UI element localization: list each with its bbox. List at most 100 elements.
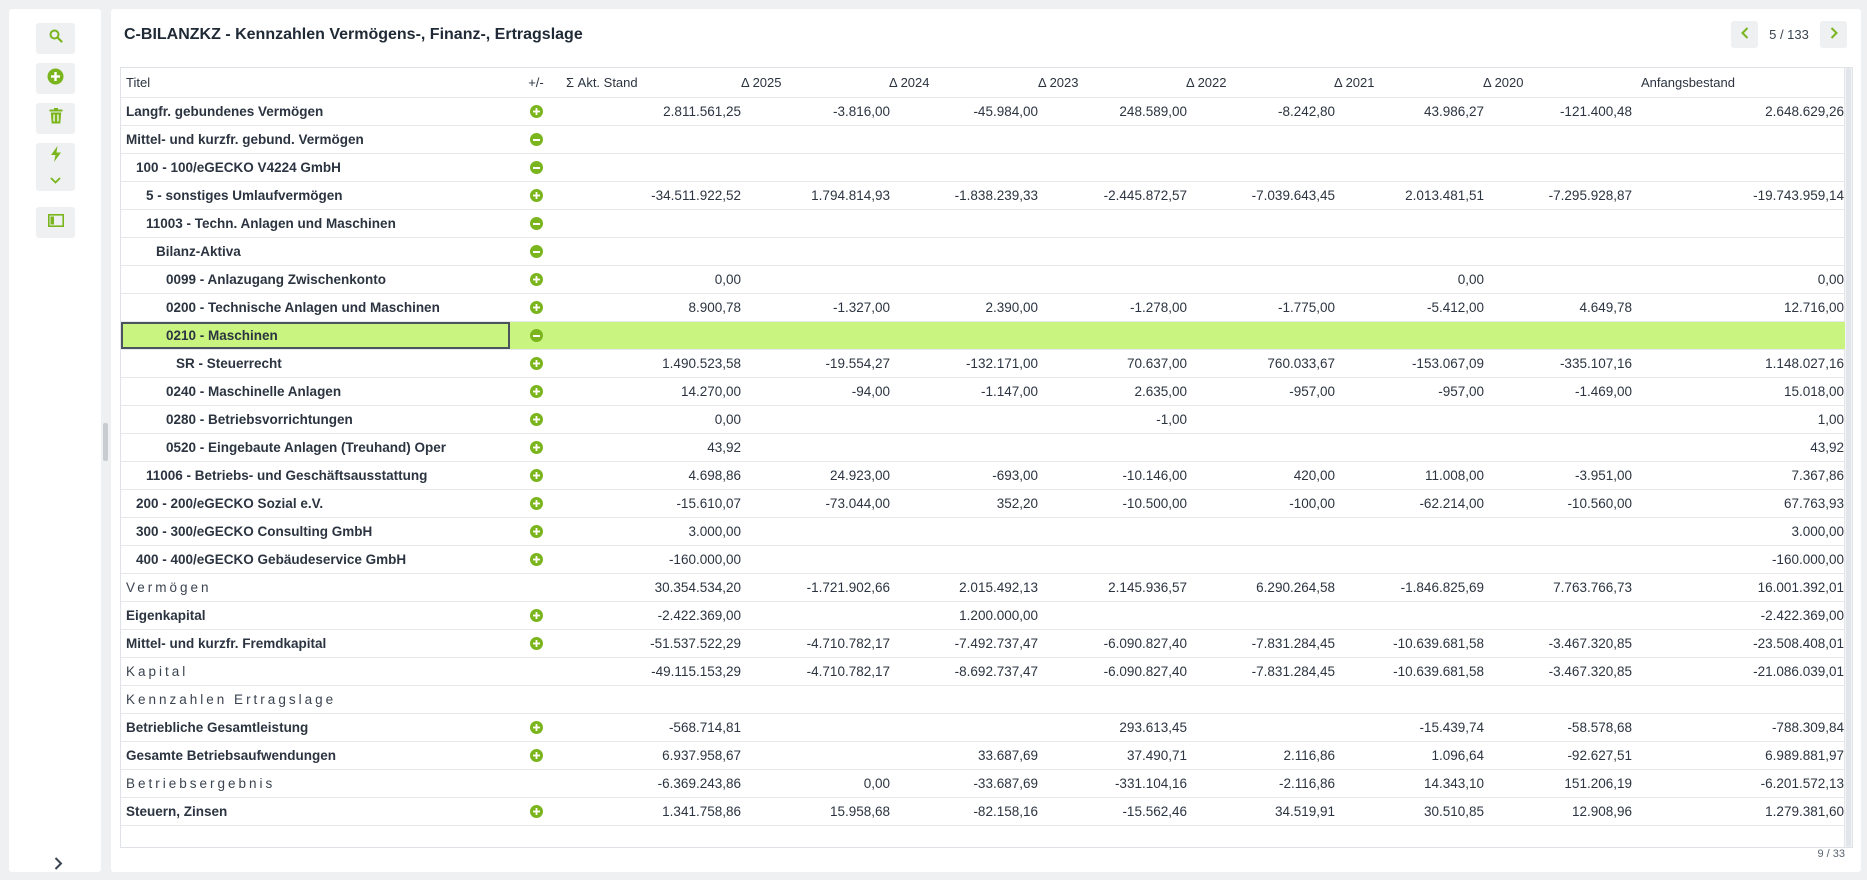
row-toggle[interactable] (521, 98, 551, 125)
collapse-minus-icon[interactable] (529, 329, 543, 342)
row-title[interactable]: Langfr. gebundenes Vermögen (126, 104, 324, 119)
row-title[interactable]: 11006 - Betriebs- und Geschäftsausstattu… (146, 468, 428, 483)
table-row[interactable]: 100 - 100/eGECKO V4224 GmbH (121, 154, 1845, 182)
header-delta-2024[interactable]: Δ 2024 (889, 75, 930, 90)
vertical-scrollbar[interactable] (1844, 68, 1852, 847)
expand-plus-icon[interactable] (529, 469, 543, 482)
collapse-minus-icon[interactable] (529, 161, 543, 174)
row-toggle[interactable] (521, 294, 551, 321)
header-plus-minus[interactable]: +/- (528, 75, 544, 90)
expand-plus-icon[interactable] (529, 609, 543, 622)
table-row[interactable]: Bilanz-Aktiva (121, 238, 1845, 266)
row-toggle[interactable] (521, 238, 551, 265)
row-toggle[interactable] (521, 322, 551, 349)
table-row[interactable]: 11003 - Techn. Anlagen und Maschinen (121, 210, 1845, 238)
row-toggle[interactable] (521, 742, 551, 769)
toggle-panel-button[interactable] (36, 207, 75, 238)
scrollbar-thumb[interactable] (1846, 68, 1851, 847)
row-title[interactable]: Eigenkapital (126, 608, 206, 623)
row-toggle[interactable] (521, 462, 551, 489)
row-title[interactable]: Steuern, Zinsen (126, 804, 228, 819)
row-toggle[interactable] (521, 546, 551, 573)
expand-plus-icon[interactable] (529, 637, 543, 650)
table-row[interactable]: 0099 - Anlazugang Zwischenkonto 0,00 0,00 0… (121, 266, 1845, 294)
row-title[interactable]: Kapital (126, 664, 189, 679)
table-row[interactable]: Kennzahlen Ertragslage (121, 686, 1845, 714)
header-anfangsbestand[interactable]: Anfangsbestand (1641, 75, 1735, 90)
expand-plus-icon[interactable] (529, 721, 543, 734)
row-title[interactable]: 11003 - Techn. Anlagen und Maschinen (146, 216, 396, 231)
row-title[interactable]: 5 - sonstiges Umlaufvermögen (146, 188, 343, 203)
panel-resize-handle[interactable] (103, 423, 108, 461)
expand-sidebar-icon[interactable] (54, 857, 63, 874)
table-row[interactable]: Betriebliche Gesamtleistung -568.714,81 29… (121, 714, 1845, 742)
row-toggle[interactable] (521, 434, 551, 461)
table-row[interactable]: 11006 - Betriebs- und Geschäftsausstattu… (121, 462, 1845, 490)
row-toggle[interactable] (521, 266, 551, 293)
row-title[interactable]: Bilanz-Aktiva (156, 244, 241, 259)
row-title[interactable]: 400 - 400/eGECKO Gebäudeservice GmbH (136, 552, 407, 567)
header-title[interactable]: Titel (126, 75, 151, 90)
header-akt-stand[interactable]: Σ Akt. Stand (566, 75, 638, 90)
row-title[interactable]: 0240 - Maschinelle Anlagen (166, 384, 342, 399)
table-row[interactable]: Mittel- und kurzfr. gebund. Vermögen (121, 126, 1845, 154)
collapse-minus-icon[interactable] (529, 133, 543, 146)
row-title[interactable]: Betriebsergebnis (126, 776, 276, 791)
row-title[interactable]: 0520 - Eingebaute Anlagen (Treuhand) Ope… (166, 440, 447, 455)
row-title[interactable]: 0280 - Betriebsvorrichtungen (166, 412, 353, 427)
table-row[interactable]: 0200 - Technische Anlagen und Maschinen 8… (121, 294, 1845, 322)
row-title[interactable]: Mittel- und kurzfr. gebund. Vermögen (126, 132, 364, 147)
row-title[interactable]: Gesamte Betriebsaufwendungen (126, 748, 337, 763)
row-title[interactable]: 100 - 100/eGECKO V4224 GmbH (136, 160, 341, 175)
row-toggle[interactable] (521, 518, 551, 545)
expand-plus-icon[interactable] (529, 105, 543, 118)
table-row[interactable]: Gesamte Betriebsaufwendungen 6.937.958,67… (121, 742, 1845, 770)
table-row[interactable]: Mittel- und kurzfr. Fremdkapital -51.537.… (121, 630, 1845, 658)
next-record-button[interactable] (1820, 21, 1847, 48)
row-toggle[interactable] (521, 126, 551, 153)
expand-plus-icon[interactable] (529, 189, 543, 202)
table-row[interactable]: 0240 - Maschinelle Anlagen 14.270,00 -94,0… (121, 378, 1845, 406)
row-toggle[interactable] (521, 210, 551, 237)
expand-plus-icon[interactable] (529, 805, 543, 818)
row-toggle[interactable] (521, 182, 551, 209)
add-button[interactable] (36, 63, 75, 94)
row-title[interactable]: Kennzahlen Ertragslage (126, 692, 337, 707)
row-toggle[interactable] (521, 630, 551, 657)
row-title[interactable]: SR - Steuerrecht (176, 356, 282, 371)
row-toggle[interactable] (521, 406, 551, 433)
row-title[interactable]: 200 - 200/eGECKO Sozial e.V. (136, 496, 324, 511)
table-row[interactable]: Eigenkapital -2.422.369,00 1.200.000,00 -2.… (121, 602, 1845, 630)
table-row[interactable]: 400 - 400/eGECKO Gebäudeservice GmbH -160… (121, 546, 1845, 574)
table-row[interactable]: Kapital -49.115.153,29 -4.710.782,17 -8.692… (121, 658, 1845, 686)
header-delta-2021[interactable]: Δ 2021 (1334, 75, 1375, 90)
row-title[interactable]: 300 - 300/eGECKO Consulting GmbH (136, 524, 373, 539)
header-delta-2022[interactable]: Δ 2022 (1186, 75, 1227, 90)
row-title[interactable]: 0210 - Maschinen (121, 322, 510, 349)
collapse-minus-icon[interactable] (529, 245, 543, 258)
expand-plus-icon[interactable] (529, 273, 543, 286)
row-toggle[interactable] (521, 798, 551, 825)
expand-plus-icon[interactable] (529, 497, 543, 510)
search-button[interactable] (36, 23, 75, 54)
expand-plus-icon[interactable] (529, 525, 543, 538)
table-row[interactable]: Betriebsergebnis -6.369.243,86 0,00 -33.687… (121, 770, 1845, 798)
delete-button[interactable] (36, 103, 75, 134)
table-row[interactable]: 0210 - Maschinen (121, 322, 1845, 350)
previous-record-button[interactable] (1731, 21, 1758, 48)
row-title[interactable]: Mittel- und kurzfr. Fremdkapital (126, 636, 327, 651)
table-row[interactable]: Langfr. gebundenes Vermögen 2.811.561,25 -… (121, 98, 1845, 126)
actions-dropdown-button[interactable] (36, 143, 75, 191)
row-toggle[interactable] (521, 602, 551, 629)
row-title[interactable]: 0099 - Anlazugang Zwischenkonto (166, 272, 387, 287)
row-toggle[interactable] (521, 350, 551, 377)
header-delta-2025[interactable]: Δ 2025 (741, 75, 782, 90)
row-toggle[interactable] (521, 378, 551, 405)
table-row[interactable]: Steuern, Zinsen 1.341.758,86 15.958,68 -82.… (121, 798, 1845, 826)
table-row[interactable]: 5 - sonstiges Umlaufvermögen -34.511.922,… (121, 182, 1845, 210)
table-row[interactable]: 300 - 300/eGECKO Consulting GmbH 3.000,00… (121, 518, 1845, 546)
expand-plus-icon[interactable] (529, 301, 543, 314)
row-toggle[interactable] (521, 154, 551, 181)
table-row[interactable]: SR - Steuerrecht 1.490.523,58 -19.554,27 -1… (121, 350, 1845, 378)
table-row[interactable]: 200 - 200/eGECKO Sozial e.V. -15.610,07 -7… (121, 490, 1845, 518)
